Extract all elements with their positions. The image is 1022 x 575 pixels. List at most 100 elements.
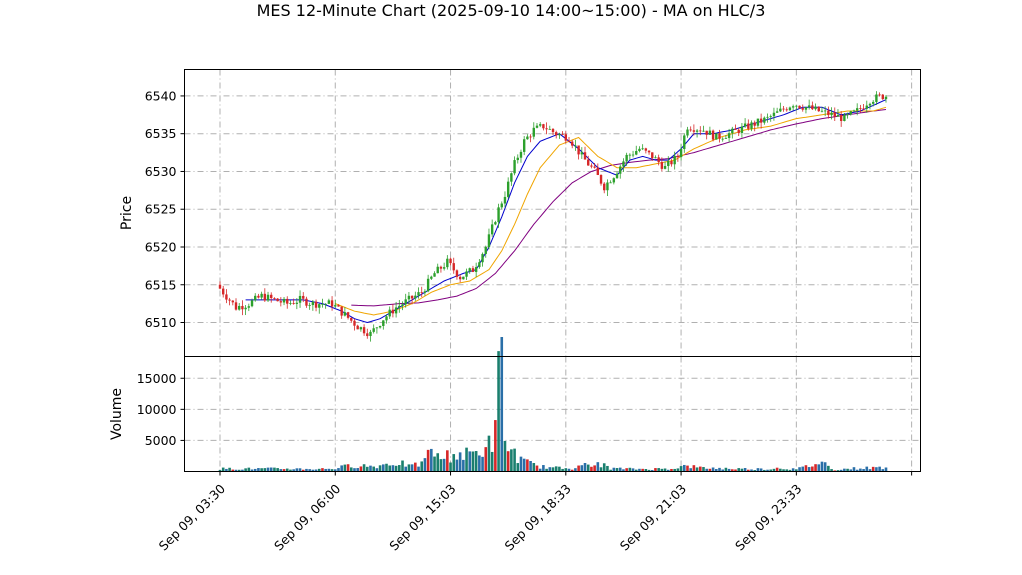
candle-body xyxy=(820,110,824,112)
x-tick-label: Sep 09, 03:30 xyxy=(156,481,228,553)
volume-bar xyxy=(593,465,596,472)
volume-bar xyxy=(714,469,718,472)
candle-body xyxy=(814,106,817,110)
price-tick-label: 6540 xyxy=(145,88,177,103)
candle-body xyxy=(868,103,872,106)
volume-bar xyxy=(622,469,625,472)
candle-body xyxy=(734,128,737,130)
volume-bar xyxy=(237,469,241,472)
candle-body xyxy=(635,151,638,155)
candle-body xyxy=(439,266,443,269)
volume-bar xyxy=(705,468,708,472)
candle-body xyxy=(715,133,718,140)
candle-body xyxy=(711,130,715,140)
candle-body xyxy=(471,268,475,272)
volume-bar xyxy=(516,463,520,472)
volume-bar xyxy=(609,469,612,472)
volume-bar xyxy=(391,465,395,472)
candle-body xyxy=(609,182,612,184)
candle-body xyxy=(852,110,856,112)
volume-bar xyxy=(666,469,670,472)
candle-body xyxy=(683,135,686,150)
candle-body xyxy=(458,276,462,280)
price-tick-label: 6535 xyxy=(145,126,177,141)
volume-bar xyxy=(503,440,507,472)
volume-bar xyxy=(221,467,225,472)
volume-bar xyxy=(580,465,584,472)
volume-bar xyxy=(394,465,398,472)
candle-body xyxy=(817,106,820,112)
volume-bar xyxy=(638,468,641,472)
candle-body xyxy=(849,111,852,115)
volume-bar xyxy=(586,464,590,472)
volume-bar xyxy=(878,466,881,472)
price-tick-label: 6510 xyxy=(145,315,177,330)
volume-bar xyxy=(417,466,420,472)
volume-bar xyxy=(526,459,529,472)
volume-bar xyxy=(884,467,888,472)
volume-bar xyxy=(554,466,558,472)
candle-body xyxy=(644,148,648,151)
candle-body xyxy=(273,298,276,299)
price-tick-label: 6520 xyxy=(145,239,177,254)
candle-body xyxy=(580,152,584,155)
candle-body xyxy=(314,301,318,308)
candle-body xyxy=(551,128,555,133)
candle-body xyxy=(241,305,244,310)
volume-bar xyxy=(247,467,251,472)
candle-body xyxy=(538,124,542,126)
volume-tick-label: 5000 xyxy=(145,433,177,448)
volume-bar xyxy=(285,468,289,472)
volume-bar xyxy=(279,469,283,472)
price-tick-label: 6515 xyxy=(145,277,177,292)
candle-body xyxy=(843,114,846,122)
candle-body xyxy=(279,301,283,303)
volume-bar xyxy=(500,337,504,472)
volume-bar xyxy=(282,469,286,472)
candle-body xyxy=(401,304,404,306)
x-tick-label: Sep 09, 21:03 xyxy=(617,481,689,553)
candle-body xyxy=(356,325,359,330)
volume-bar xyxy=(596,462,600,472)
price-axis-label: Price xyxy=(119,196,135,230)
candle-body xyxy=(414,295,417,299)
volume-bar xyxy=(218,469,222,472)
candle-body xyxy=(567,140,571,142)
candle-body xyxy=(321,303,324,305)
candle-body xyxy=(743,123,747,127)
volume-bar xyxy=(532,463,536,472)
volume-bar xyxy=(807,467,811,472)
volume-bar xyxy=(263,468,267,472)
volume-bar xyxy=(398,465,401,472)
volume-bar xyxy=(529,461,532,472)
candle-body xyxy=(804,107,808,110)
candle-body xyxy=(270,294,273,299)
candle-body xyxy=(494,222,497,225)
volume-bar xyxy=(782,469,785,472)
candle-body xyxy=(788,107,792,111)
ma-mid-line xyxy=(335,106,887,316)
candle-body xyxy=(631,154,635,156)
volume-bar xyxy=(471,451,475,472)
volume-bar xyxy=(481,456,484,472)
candle-body xyxy=(228,299,231,301)
volume-bar xyxy=(804,465,808,472)
volume-bar xyxy=(798,467,801,472)
volume-bar xyxy=(628,467,632,472)
volume-bar xyxy=(785,469,789,472)
volume-bar xyxy=(795,469,798,472)
volume-bar xyxy=(855,469,859,472)
volume-bar xyxy=(349,467,353,472)
volume-bar xyxy=(769,469,773,472)
candle-body xyxy=(250,300,254,307)
volume-bar xyxy=(747,469,750,472)
volume-bar xyxy=(868,469,872,472)
volume-bar xyxy=(788,469,792,472)
volume-bar xyxy=(372,466,375,472)
candle-body xyxy=(478,262,481,268)
candle-body xyxy=(756,118,760,126)
volume-bar xyxy=(852,467,856,472)
volume-bar xyxy=(324,468,327,472)
candle-body xyxy=(289,303,292,304)
volume-bar xyxy=(634,469,638,472)
